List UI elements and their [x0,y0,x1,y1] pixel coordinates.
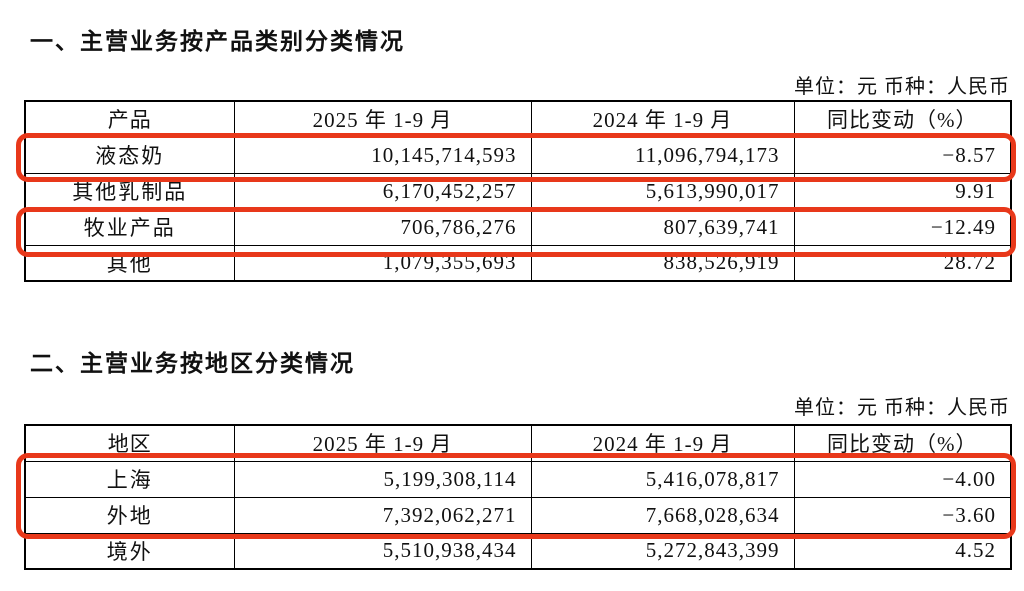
cell-2025-value: 5,199,308,114 [233,460,532,498]
cell-yoy-change: −8.57 [793,136,1012,174]
cell-yoy-change: 28.72 [793,244,1012,282]
cell-product-name: 其他乳制品 [24,172,235,210]
section-title-region: 二、主营业务按地区分类情况 [30,351,355,376]
column-header-2024-period: 2024 年 1-9 月 [530,424,795,462]
table-row-other-dairy: 其他乳制品 6,170,452,257 5,613,990,017 9.91 [24,172,1012,210]
cell-2025-value: 5,510,938,434 [233,532,532,570]
unit-note-product: 单位：元 币种：人民币 [794,76,1010,98]
table-row-shanghai: 上海 5,199,308,114 5,416,078,817 −4.00 [24,460,1012,498]
cell-2024-value: 5,272,843,399 [530,532,795,570]
cell-product-name: 其他 [24,244,235,282]
cell-2024-value: 5,416,078,817 [530,460,795,498]
column-header-yoy-change: 同比变动（%） [793,100,1012,138]
cell-2025-value: 7,392,062,271 [233,496,532,534]
region-table-header-row: 地区 2025 年 1-9 月 2024 年 1-9 月 同比变动（%） [24,424,1012,462]
column-header-region: 地区 [24,424,235,462]
cell-yoy-change: −12.49 [793,208,1012,246]
cell-2025-value: 1,079,355,693 [233,244,532,282]
unit-note-region: 单位：元 币种：人民币 [794,397,1010,419]
cell-yoy-change: 4.52 [793,532,1012,570]
cell-2025-value: 706,786,276 [233,208,532,246]
section-title-product: 一、主营业务按产品类别分类情况 [30,29,405,54]
cell-2024-value: 838,526,919 [530,244,795,282]
column-header-2024-period: 2024 年 1-9 月 [530,100,795,138]
cell-2025-value: 6,170,452,257 [233,172,532,210]
cell-product-name: 牧业产品 [24,208,235,246]
cell-2025-value: 10,145,714,593 [233,136,532,174]
cell-region-name: 境外 [24,532,235,570]
table-row-overseas: 境外 5,510,938,434 5,272,843,399 4.52 [24,532,1012,570]
table-row-husbandry-products: 牧业产品 706,786,276 807,639,741 −12.49 [24,208,1012,246]
product-table: 产品 2025 年 1-9 月 2024 年 1-9 月 同比变动（%） 液态奶… [24,100,1012,282]
product-table-header-row: 产品 2025 年 1-9 月 2024 年 1-9 月 同比变动（%） [24,100,1012,138]
cell-region-name: 上海 [24,460,235,498]
cell-2024-value: 11,096,794,173 [530,136,795,174]
table-row-liquid-milk: 液态奶 10,145,714,593 11,096,794,173 −8.57 [24,136,1012,174]
cell-yoy-change: −4.00 [793,460,1012,498]
column-header-yoy-change: 同比变动（%） [793,424,1012,462]
cell-region-name: 外地 [24,496,235,534]
column-header-2025-period: 2025 年 1-9 月 [233,424,532,462]
cell-yoy-change: 9.91 [793,172,1012,210]
table-row-other-domestic: 外地 7,392,062,271 7,668,028,634 −3.60 [24,496,1012,534]
cell-2024-value: 5,613,990,017 [530,172,795,210]
cell-yoy-change: −3.60 [793,496,1012,534]
cell-2024-value: 807,639,741 [530,208,795,246]
region-table: 地区 2025 年 1-9 月 2024 年 1-9 月 同比变动（%） 上海 … [24,424,1012,570]
cell-2024-value: 7,668,028,634 [530,496,795,534]
table-row-others: 其他 1,079,355,693 838,526,919 28.72 [24,244,1012,282]
column-header-2025-period: 2025 年 1-9 月 [233,100,532,138]
column-header-product: 产品 [24,100,235,138]
cell-product-name: 液态奶 [24,136,235,174]
